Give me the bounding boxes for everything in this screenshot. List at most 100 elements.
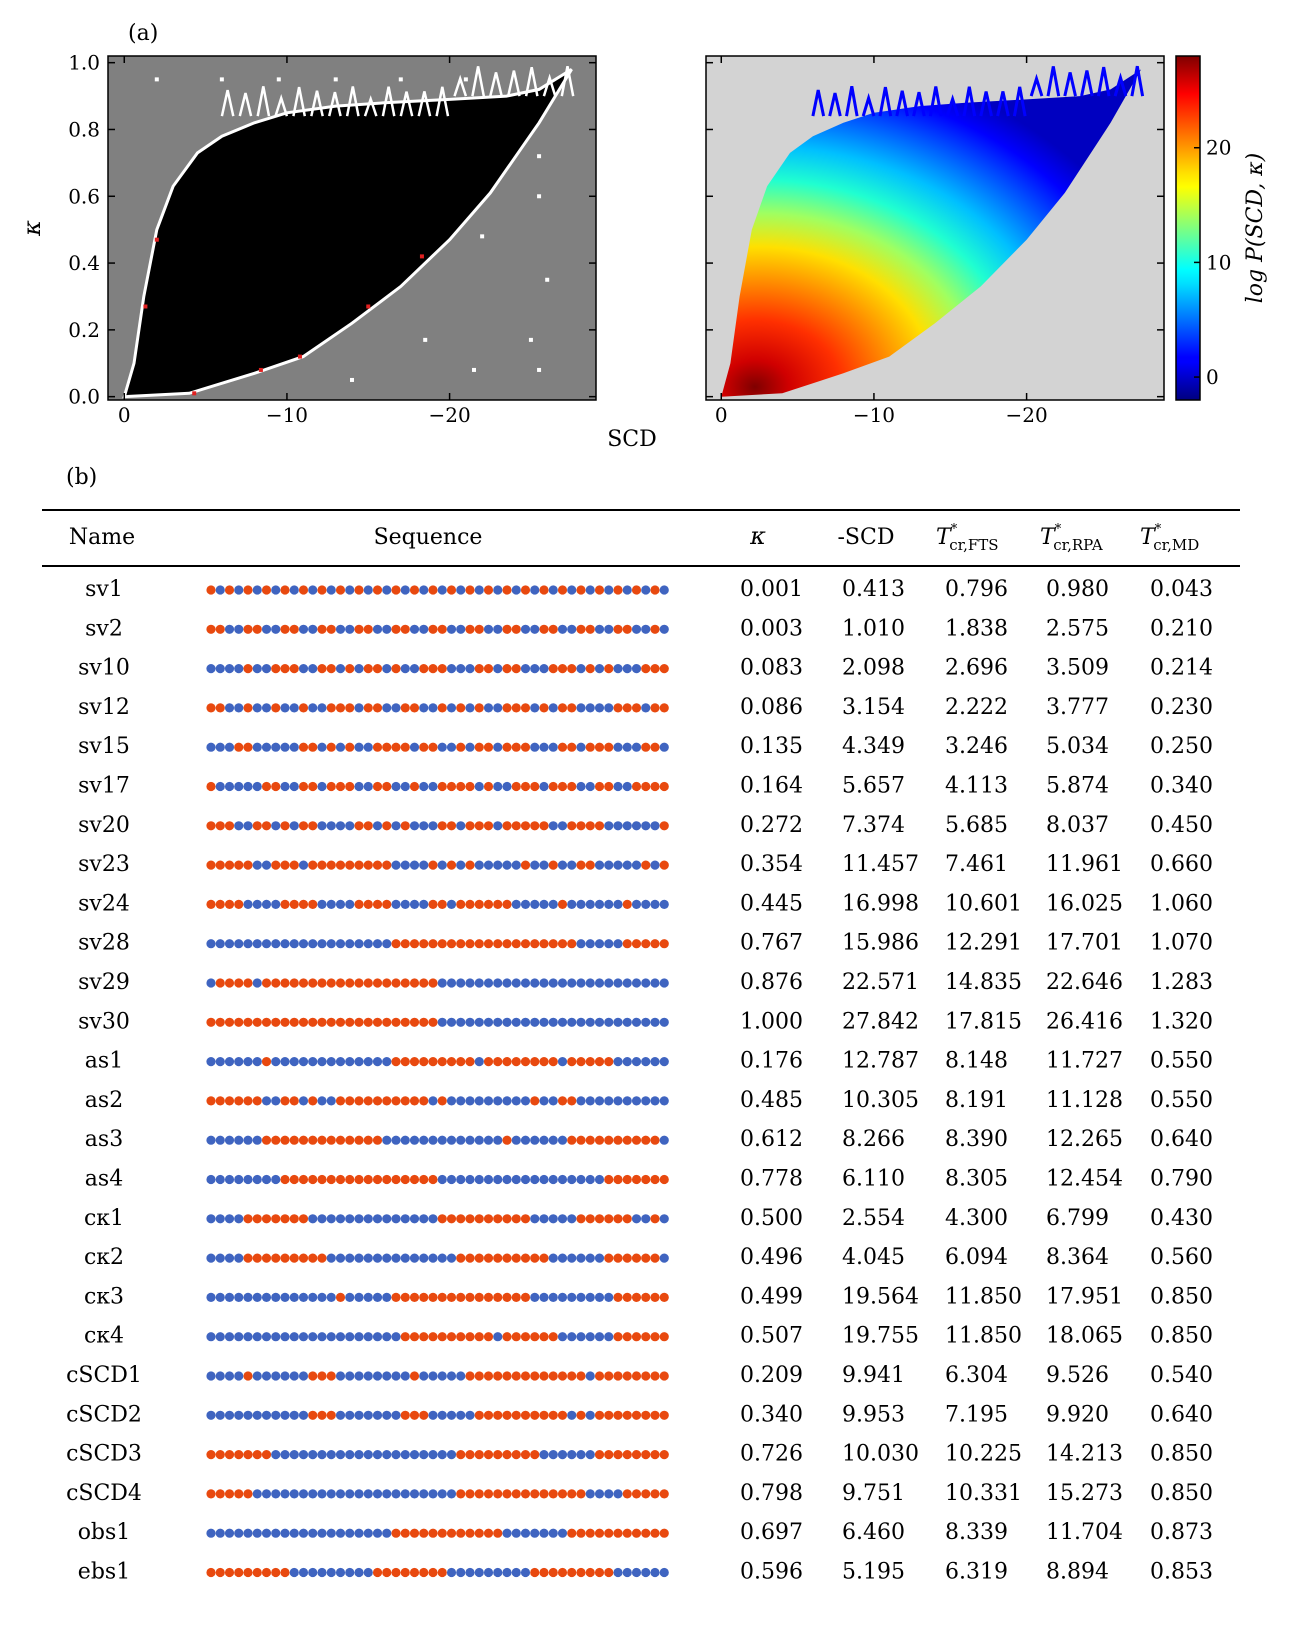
bead-positive — [289, 899, 299, 910]
bead-positive — [631, 585, 642, 595]
bead-negative — [594, 978, 605, 988]
cell-fts: 0.796 — [945, 577, 1008, 602]
bead-negative — [548, 1528, 558, 1538]
left-upper-fringe — [220, 65, 575, 117]
bead-positive — [474, 939, 484, 949]
table-row: as3 0.612 8.266 8.390 12.265 0.640 — [85, 1127, 1213, 1152]
bead-negative — [437, 978, 447, 988]
bead-positive — [372, 1096, 383, 1106]
bead-positive — [474, 1528, 484, 1538]
bead-negative — [585, 1371, 595, 1381]
bead-negative — [243, 1135, 253, 1145]
bead-negative — [308, 1567, 318, 1578]
bead-negative — [335, 1332, 346, 1342]
bead-positive — [400, 1410, 410, 1420]
bead-negative — [659, 978, 669, 988]
bead-positive — [335, 1135, 346, 1145]
bead-negative — [419, 585, 429, 595]
bead-negative — [382, 1292, 392, 1302]
bead-positive — [391, 1528, 401, 1538]
bead-negative — [622, 860, 632, 870]
cell-md: 0.853 — [1150, 1560, 1213, 1585]
bead-positive — [622, 703, 632, 713]
row-name: sv10 — [78, 656, 130, 681]
cell-rpa: 12.265 — [1046, 1127, 1123, 1152]
cell-kappa: 0.272 — [740, 813, 803, 838]
bead-positive — [631, 1450, 642, 1460]
bead-positive — [511, 1489, 521, 1499]
bead-negative — [650, 899, 660, 910]
bead-positive — [289, 860, 299, 870]
bead-negative — [446, 1174, 457, 1185]
bead-positive — [613, 1174, 623, 1185]
row-name: sv29 — [78, 970, 130, 995]
bead-positive — [604, 1174, 614, 1185]
bead-negative — [567, 1332, 577, 1342]
sequence-beads — [206, 1489, 669, 1499]
bead-negative — [243, 1057, 253, 1067]
bead-negative — [308, 1450, 318, 1460]
bead-positive — [604, 1371, 614, 1381]
cell-kappa: 0.003 — [740, 616, 803, 641]
bead-negative — [280, 703, 290, 713]
bead-positive — [641, 1410, 651, 1420]
row-name: as4 — [85, 1167, 123, 1192]
bead-positive — [206, 1096, 216, 1106]
bead-negative — [437, 1489, 447, 1499]
bead-positive — [483, 821, 494, 831]
bead-positive — [382, 860, 392, 870]
bead-negative — [400, 1253, 410, 1263]
bead-positive — [520, 1253, 531, 1263]
bead-positive — [641, 860, 651, 870]
bead-negative — [585, 585, 595, 595]
bead-positive — [446, 585, 457, 595]
bead-positive — [520, 781, 531, 792]
sequence-beads — [206, 585, 669, 595]
bead-positive — [622, 624, 632, 634]
bead-positive — [530, 781, 540, 792]
bead-negative — [345, 1528, 355, 1538]
sequence-beads — [206, 1017, 669, 1027]
bead-negative — [354, 1214, 364, 1224]
table-row: cSCD1 0.209 9.941 6.304 9.526 0.540 — [66, 1363, 1213, 1388]
bead-negative — [659, 1567, 669, 1578]
bead-negative — [585, 899, 595, 910]
bead-negative — [641, 978, 651, 988]
bead-negative — [382, 1528, 392, 1538]
bead-positive — [261, 781, 272, 792]
bead-negative — [206, 1371, 216, 1381]
sequence-beads — [206, 1253, 669, 1263]
bead-negative — [446, 978, 457, 988]
bead-negative — [594, 860, 605, 870]
bead-negative — [354, 1489, 364, 1499]
bead-positive — [659, 664, 669, 674]
bead-positive — [261, 1450, 272, 1460]
bead-negative — [261, 899, 272, 910]
bead-positive — [622, 1371, 632, 1381]
bead-positive — [409, 1096, 420, 1106]
bead-negative — [215, 1371, 225, 1381]
bead-positive — [243, 1096, 253, 1106]
cell-md: 0.550 — [1150, 1088, 1213, 1113]
bead-positive — [354, 1096, 364, 1106]
table-row: sv20 0.272 7.374 5.685 8.037 0.450 — [78, 813, 1213, 838]
bead-positive — [520, 1371, 531, 1381]
bead-negative — [613, 1017, 623, 1027]
bead-negative — [326, 821, 336, 831]
sequence-beads — [206, 703, 669, 713]
bead-positive — [215, 1489, 225, 1499]
bead-negative — [372, 1214, 383, 1224]
bead-negative — [345, 939, 355, 949]
cell-scd: 4.045 — [842, 1245, 905, 1270]
bead-negative — [354, 1528, 364, 1538]
bead-positive — [622, 1450, 632, 1460]
bead-positive — [400, 1174, 410, 1185]
bead-negative — [252, 703, 262, 713]
bead-negative — [530, 624, 540, 634]
bead-positive — [567, 703, 577, 713]
bead-positive — [539, 1567, 549, 1578]
bead-positive — [372, 1135, 383, 1145]
cell-rpa: 11.727 — [1046, 1049, 1123, 1074]
bead-negative — [493, 1135, 503, 1145]
